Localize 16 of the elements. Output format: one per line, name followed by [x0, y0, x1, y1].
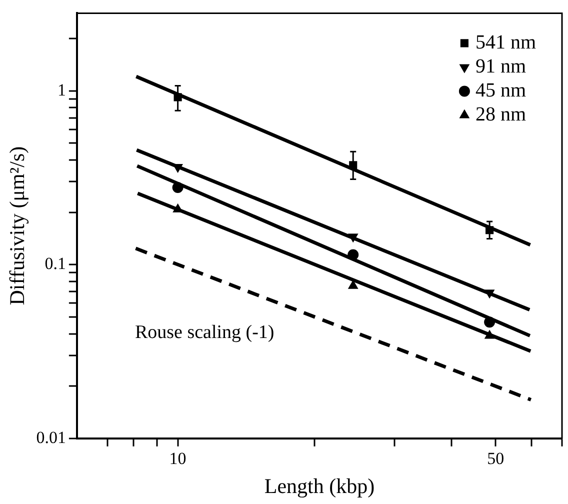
- y-tick-label: 0.1: [44, 254, 66, 274]
- x-tick-label: 10: [169, 449, 186, 468]
- legend-label: 91 nm: [475, 55, 526, 78]
- x-axis-title: Length (kbp): [264, 474, 375, 498]
- legend-label: 45 nm: [475, 79, 526, 102]
- legend-label: 541 nm: [475, 31, 536, 54]
- point: [484, 316, 496, 328]
- point: [172, 182, 184, 193]
- point: [172, 164, 183, 172]
- x-tick-label: 50: [487, 449, 504, 468]
- legend-label: 28 nm: [475, 103, 526, 126]
- y-tick-label: 0.01: [36, 428, 66, 447]
- y-axis-title: Diffusivity (μm²/s): [5, 146, 30, 306]
- y-tick-label: 1: [57, 80, 66, 100]
- point: [484, 330, 494, 339]
- annotation: Rouse scaling (-1): [134, 322, 274, 344]
